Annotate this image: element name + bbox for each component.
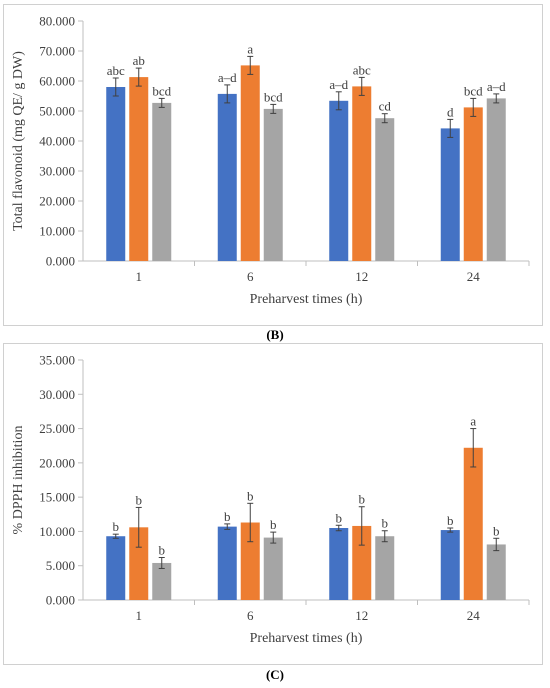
y-tick-label: 0.000 xyxy=(46,593,75,608)
x-tick-label: 12 xyxy=(355,269,368,284)
bar-series2 xyxy=(352,525,372,600)
bar-series3 xyxy=(263,108,283,262)
bar-series2 xyxy=(129,527,149,600)
significance-label: b xyxy=(359,492,366,507)
bar-series1 xyxy=(440,530,460,600)
x-tick-label: 1 xyxy=(136,608,143,623)
flavonoid-bar-chart: 0.000 10.000 20.000 30.000 40.000 50.000 60.00… xyxy=(11,14,530,307)
significance-label: b xyxy=(270,517,277,532)
y-tick-label: 40.000 xyxy=(39,134,75,149)
y-tick-label: 5.000 xyxy=(46,558,75,573)
bar-series3 xyxy=(375,536,395,600)
bar-series3 xyxy=(263,537,283,600)
significance-label: a xyxy=(247,41,253,56)
significance-label: bcd xyxy=(152,83,171,98)
significance-label: b xyxy=(136,492,143,507)
significance-label: abc xyxy=(353,62,371,77)
y-tick-label: 20.000 xyxy=(39,194,75,209)
y-tick-label: 30.000 xyxy=(39,387,75,402)
bar-series1 xyxy=(217,93,237,262)
bar-series1 xyxy=(106,536,126,600)
significance-label: a xyxy=(470,414,476,429)
significance-label: cd xyxy=(379,99,392,114)
significance-label: a–d xyxy=(329,77,348,92)
significance-label: b xyxy=(224,509,231,524)
x-tick-label: 24 xyxy=(467,608,481,623)
bar-series3 xyxy=(486,98,506,262)
y-tick-label: 0.000 xyxy=(46,254,75,269)
significance-label: bcd xyxy=(264,89,283,104)
chart-caption-c: (C) xyxy=(265,667,285,682)
bar-series1 xyxy=(106,87,126,261)
y-tick-label: 70.000 xyxy=(39,44,75,59)
y-tick-label: 80.000 xyxy=(39,14,75,29)
y-tick-label: 60.000 xyxy=(39,74,75,89)
bar-series2 xyxy=(240,522,260,600)
bar-series2 xyxy=(240,65,260,262)
y-tick-label: 30.000 xyxy=(39,164,75,179)
bar-series3 xyxy=(486,544,506,600)
significance-label: bcd xyxy=(464,83,483,98)
significance-label: b xyxy=(247,488,254,503)
bar-series2 xyxy=(463,107,483,262)
x-tick-label: 6 xyxy=(247,269,254,284)
significance-label: abc xyxy=(107,63,125,78)
y-tick-label: 15.000 xyxy=(39,490,75,505)
y-tick-label: 10.000 xyxy=(39,224,75,239)
significance-label: b xyxy=(336,510,343,525)
y-tick-label: 35.000 xyxy=(39,353,75,368)
bar-series3 xyxy=(152,562,172,600)
y-tick-label: 50.000 xyxy=(39,104,75,119)
significance-label: b xyxy=(447,513,454,528)
y-axis-title: Total flavonoid (mg QE/ g DW) xyxy=(11,51,26,231)
bar-series3 xyxy=(375,118,395,261)
bar-series2 xyxy=(463,447,483,600)
significance-label: b xyxy=(382,516,389,531)
x-tick-label: 24 xyxy=(467,269,481,284)
y-tick-label: 20.000 xyxy=(39,455,75,470)
bar-series1 xyxy=(329,100,349,261)
x-axis-title: Preharvest times (h) xyxy=(250,631,363,646)
significance-label: d xyxy=(447,104,454,119)
significance-label: ab xyxy=(133,53,145,68)
bar-series1 xyxy=(440,128,460,261)
x-tick-label: 1 xyxy=(136,269,143,284)
bar-series3 xyxy=(152,102,172,262)
y-tick-label: 25.000 xyxy=(39,421,75,436)
significance-label: b xyxy=(493,523,500,538)
significance-label: a–d xyxy=(218,70,237,85)
dpph-chart-panel: 0.000 5.000 10.000 15.000 20.000 25.000 30.000… xyxy=(3,343,543,665)
bar-series2 xyxy=(129,77,149,261)
bar-series1 xyxy=(329,528,349,600)
bar-series1 xyxy=(217,526,237,600)
significance-label: a–d xyxy=(487,79,506,94)
bar-series2 xyxy=(352,86,372,262)
significance-label: b xyxy=(113,519,120,534)
x-tick-label: 12 xyxy=(355,608,368,623)
y-tick-label: 10.000 xyxy=(39,524,75,539)
chart-caption-b: (B) xyxy=(266,327,284,342)
flavonoid-chart-panel: 0.000 10.000 20.000 30.000 40.000 50.000 60.00… xyxy=(3,4,543,326)
y-axis-title: % DPPH inhibition xyxy=(11,426,26,535)
x-axis-title: Preharvest times (h) xyxy=(250,292,363,307)
x-tick-label: 6 xyxy=(247,608,254,623)
significance-label: b xyxy=(159,542,166,557)
dpph-bar-chart: 0.000 5.000 10.000 15.000 20.000 25.000 30.000… xyxy=(11,353,530,646)
